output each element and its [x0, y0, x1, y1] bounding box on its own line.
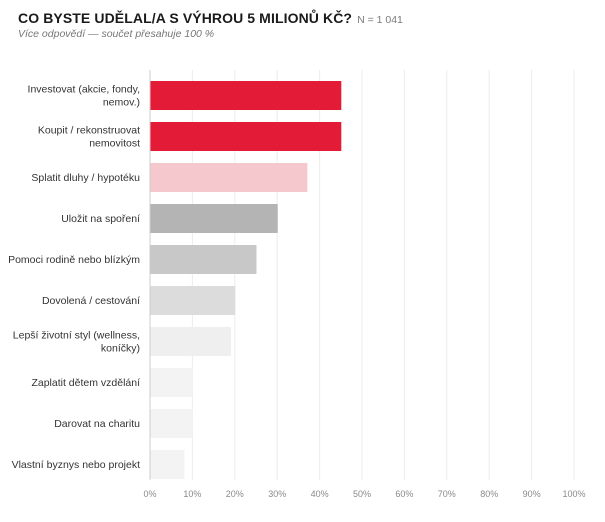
x-tick-label: 70% — [438, 489, 456, 499]
category-label: Koupit / rekonstruovat nemovitost — [38, 125, 140, 150]
chart-subtitle: Více odpovědí — součet přesahuje 100 % — [18, 28, 215, 40]
bar — [150, 450, 185, 479]
x-tick-label: 40% — [311, 489, 329, 499]
category-label: Splatit dluhy / hypotéku — [31, 172, 140, 184]
category-label: Darovat na charitu — [54, 418, 140, 430]
category-label: Investovat (akcie, fondy, nemov.) — [28, 84, 140, 109]
x-tick-label: 80% — [480, 489, 498, 499]
category-label: Uložit na spoření — [61, 213, 140, 225]
x-tick-label: 90% — [523, 489, 541, 499]
bar — [150, 409, 193, 438]
category-label: Dovolená / cestování — [42, 295, 140, 307]
category-label: Vlastní byznys nebo projekt — [12, 459, 140, 471]
bar — [150, 327, 232, 356]
bar — [150, 81, 342, 110]
x-tick-label: 50% — [353, 489, 371, 499]
category-label: Pomoci rodině nebo blízkým — [8, 254, 140, 266]
x-tick-label: 10% — [183, 489, 201, 499]
x-tick-label: 20% — [226, 489, 244, 499]
category-label: Lepší životní styl (wellness, koníčky) — [13, 330, 140, 355]
x-tick-label: 60% — [395, 489, 413, 499]
bar — [150, 245, 257, 274]
x-tick-label: 30% — [268, 489, 286, 499]
bar — [150, 368, 193, 397]
bar — [150, 163, 308, 192]
bar — [150, 122, 342, 151]
x-tick-label: 0% — [143, 489, 156, 499]
category-label: Zaplatit dětem vzdělání — [31, 377, 140, 389]
bar — [150, 286, 236, 315]
title-row: CO BYSTE UDĚLAL/A S VÝHROU 5 MILIONŮ KČ?… — [18, 10, 403, 28]
bar — [150, 204, 278, 233]
x-tick-label: 100% — [562, 489, 585, 499]
chart-title: CO BYSTE UDĚLAL/A S VÝHROU 5 MILIONŮ KČ? — [18, 10, 353, 26]
sample-size: N = 1 041 — [357, 14, 403, 26]
